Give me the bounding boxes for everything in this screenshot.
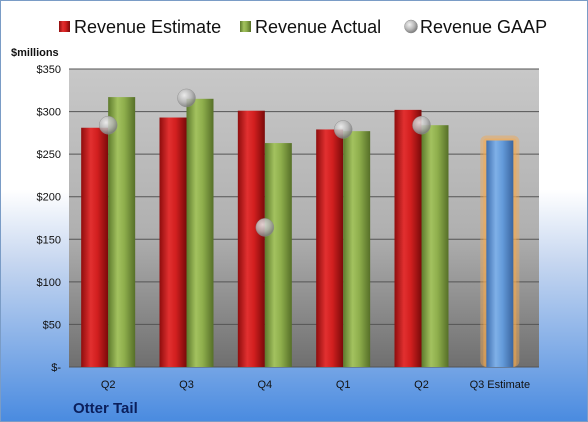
legend-marker	[404, 19, 418, 34]
revenue-gaap-marker	[333, 120, 353, 139]
x-tick-label: Q3 Estimate	[470, 379, 531, 391]
y-tick-label: $200	[37, 192, 61, 204]
revenue-estimate-bar	[316, 129, 344, 367]
revenue-actual-bar	[186, 98, 214, 368]
plot-area	[69, 69, 539, 367]
x-tick-label: Q3	[179, 379, 194, 391]
legend-label: Revenue Actual	[255, 17, 381, 37]
y-tick-label: $-	[51, 362, 61, 374]
revenue-estimate-bar	[81, 127, 109, 368]
y-axis-unit-label: $millions	[11, 47, 59, 59]
legend-swatch	[59, 21, 70, 32]
revenue-gaap-marker	[255, 218, 275, 237]
x-tick-label: Q4	[257, 379, 272, 391]
y-tick-label: $300	[37, 107, 61, 119]
legend-label: Revenue GAAP	[420, 17, 547, 37]
revenue-gaap-marker	[177, 88, 196, 108]
gridlines	[69, 68, 539, 368]
x-tick-label: Q1	[336, 379, 351, 391]
bars	[81, 97, 520, 368]
y-tick-label: $350	[37, 64, 61, 76]
x-axis-ticks: Q2 Q3 Q4 Q1 Q2 Q3 Estimate	[101, 379, 530, 391]
revenue-actual-bar	[108, 97, 136, 368]
revenue-actual-bar	[264, 143, 292, 367]
legend-swatch	[240, 21, 251, 32]
revenue-estimate-bar	[237, 110, 265, 367]
y-tick-label: $150	[37, 234, 61, 246]
gaap-markers	[98, 88, 431, 237]
y-tick-label: $250	[37, 149, 61, 161]
y-tick-label: $100	[37, 277, 61, 289]
y-axis-ticks: $- $50 $100 $150 $200 $250 $300 $350	[37, 64, 62, 374]
revenue-estimate-bar	[394, 109, 422, 368]
revenue-actual-bar	[421, 125, 449, 368]
revenue-gaap-marker	[412, 115, 431, 135]
x-tick-label: Q2	[414, 379, 429, 391]
x-tick-label: Q2	[101, 379, 116, 391]
q3-estimate-bar	[486, 140, 514, 367]
revenue-actual-bar	[343, 131, 371, 367]
legend: Revenue Estimate Revenue Actual Revenue GA…	[59, 17, 547, 37]
revenue-gaap-marker	[98, 115, 118, 135]
company-name: Otter Tail	[73, 400, 138, 417]
legend-label: Revenue Estimate	[74, 17, 221, 37]
revenue-estimate-bar	[159, 117, 187, 367]
y-tick-label: $50	[43, 319, 61, 331]
